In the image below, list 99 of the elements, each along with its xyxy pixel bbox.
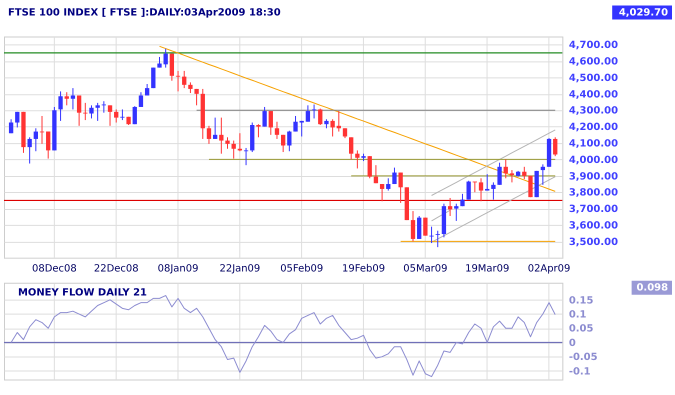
candlestick: [355, 150, 360, 169]
x-tick-label: 05Feb09: [280, 263, 324, 274]
candlestick: [540, 164, 546, 186]
x-tick-label: 08Dec08: [32, 263, 77, 274]
candlestick: [70, 88, 76, 110]
candlestick: [108, 104, 112, 126]
candlestick: [392, 167, 397, 185]
y-tick-label: 3,900.00: [568, 171, 618, 182]
y-tick-label: 4,000.00: [568, 154, 618, 166]
x-tick-label: 19Mar09: [465, 263, 510, 274]
y-tick-label: -0.05: [568, 352, 598, 364]
x-tick-label: 08Jan09: [158, 263, 198, 274]
candlestick: [58, 90, 63, 122]
candlestick: [64, 92, 69, 106]
candlestick: [485, 174, 490, 192]
candlestick: [15, 111, 20, 128]
candlestick: [96, 102, 100, 122]
candlestick: [491, 182, 496, 200]
candlestick: [454, 203, 458, 222]
candlestick: [293, 115, 298, 132]
candlestick: [262, 106, 267, 128]
candlestick: [497, 162, 502, 186]
candlestick: [144, 84, 150, 96]
y-tick-label: 3,600.00: [568, 220, 618, 232]
candlestick: [188, 82, 193, 94]
candlestick: [212, 117, 218, 140]
candlestick: [46, 131, 50, 160]
candlestick: [27, 136, 32, 164]
candlestick: [219, 117, 224, 154]
x-tick-label: 02Apr09: [528, 263, 570, 274]
y-tick-label: 4,500.00: [568, 72, 618, 84]
text: 4,029.70: [618, 8, 668, 19]
candlestick: [83, 102, 88, 121]
x-tick-label: 05Mar09: [403, 263, 448, 274]
candlestick: [380, 184, 384, 202]
line-series: [431, 129, 556, 196]
chart-title: FTSE 100 INDEX [ FTSE ]:DAILY:03Apr2009 18:30: [8, 8, 281, 19]
candlestick: [318, 108, 322, 126]
candlestick: [76, 94, 82, 126]
y-tick-label: 4,300.00: [568, 106, 618, 117]
y-tick-label: 4,400.00: [568, 89, 618, 100]
candlestick: [478, 178, 484, 202]
candlestick: [429, 226, 434, 244]
line-series: [10, 295, 556, 378]
candlestick: [268, 110, 273, 136]
candlestick: [34, 128, 38, 152]
candlestick: [206, 125, 212, 144]
y-tick-label: 0: [568, 338, 576, 349]
y-tick-label: 4,200.00: [568, 122, 618, 134]
candlestick: [374, 164, 378, 184]
candlestick: [114, 108, 118, 124]
candlestick: [472, 181, 478, 193]
candlestick: [40, 115, 44, 144]
y-tick-label: 3,700.00: [568, 204, 618, 216]
candlestick: [170, 53, 174, 82]
candlestick: [436, 230, 440, 248]
y-tick-label: 0.15: [568, 295, 594, 306]
candlestick: [164, 48, 168, 68]
candlestick: [238, 132, 242, 152]
y-tick-label: 0.1: [568, 310, 587, 321]
y-tick-label: 4,600.00: [568, 56, 618, 68]
line-series: [158, 46, 556, 192]
candlestick: [274, 121, 280, 140]
candlestick: [182, 70, 186, 89]
candlestick: [522, 166, 526, 180]
x-tick-label: 19Feb09: [342, 263, 386, 274]
candlestick: [368, 156, 372, 179]
y-tick-label: 0.05: [568, 324, 594, 335]
candlestick: [287, 130, 292, 152]
candlestick: [460, 193, 465, 207]
y-tick-label: 3,500.00: [568, 236, 618, 248]
y-tick-label: -0.1: [568, 366, 591, 378]
candlestick: [232, 140, 236, 160]
chart-title: MONEY FLOW DAILY 21: [18, 288, 148, 299]
text: 0.098: [636, 282, 668, 294]
candlestick: [349, 136, 354, 160]
candlestick: [138, 92, 144, 108]
candlestick: [8, 118, 14, 134]
candlestick: [225, 136, 230, 150]
candlestick: [466, 180, 471, 200]
y-tick-label: 4,700.00: [568, 40, 618, 52]
y-tick-label: 3,800.00: [568, 188, 618, 199]
y-tick-label: 4,100.00: [568, 138, 618, 150]
x-tick-label: 22Jan09: [220, 263, 260, 274]
candlestick: [448, 197, 452, 216]
line-series: [431, 176, 556, 243]
candlestick: [410, 210, 416, 242]
candlestick: [194, 88, 199, 106]
candlestick: [423, 217, 428, 236]
candlestick: [151, 67, 156, 89]
candlestick: [553, 136, 558, 157]
candlestick: [386, 178, 390, 192]
candlestick: [417, 215, 422, 240]
candlestick: [398, 172, 403, 204]
candlestick: [280, 134, 286, 153]
x-tick-label: 22Dec08: [94, 263, 139, 274]
candlestick: [504, 158, 508, 179]
candlestick: [132, 106, 137, 125]
candlestick: [102, 100, 106, 114]
